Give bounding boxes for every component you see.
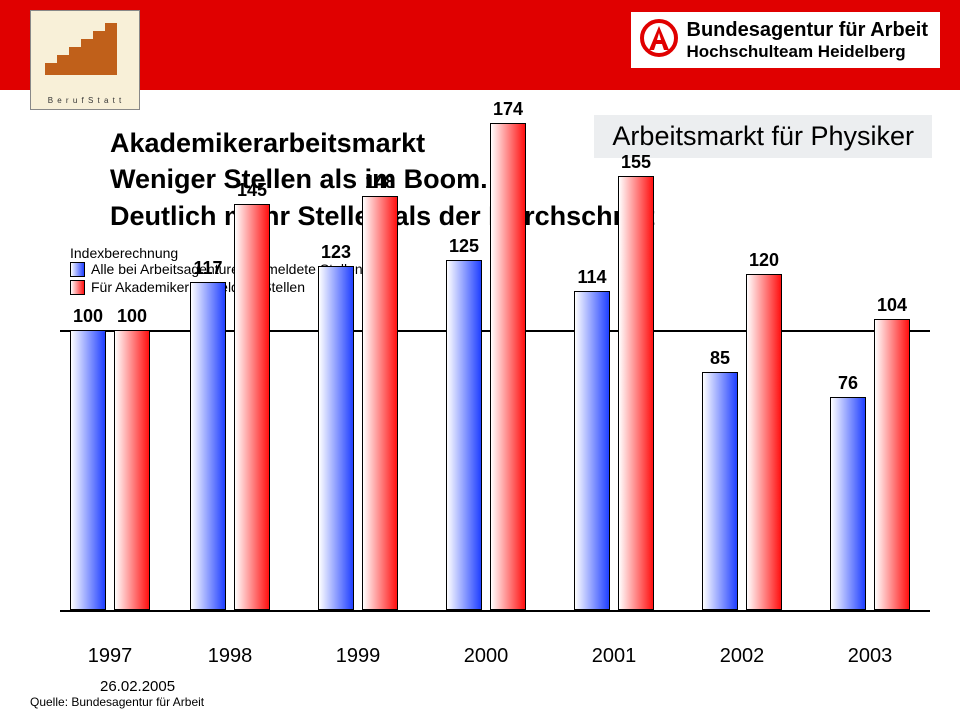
agency-subtitle: Hochschulteam Heidelberg	[687, 42, 929, 62]
agency-name: Bundesagentur für Arbeit	[687, 18, 929, 42]
corner-logo: B e r u f S t a t t	[30, 10, 140, 110]
logo-caption: B e r u f S t a t t	[31, 96, 139, 105]
bar-red-1999	[362, 196, 398, 610]
bar-blue-2002	[702, 372, 738, 610]
x-label-2003: 2003	[820, 645, 920, 668]
x-label-1998: 1998	[180, 645, 280, 668]
bar-red-2003	[874, 319, 910, 610]
bar-blue-2001	[574, 291, 610, 610]
stairs-graphic	[39, 19, 131, 79]
bar-blue-1997	[70, 330, 106, 610]
x-label-2000: 2000	[436, 645, 536, 668]
bar-label-red-2000: 174	[483, 99, 533, 120]
bar-label-blue-1999: 123	[311, 242, 361, 263]
x-label-1997: 1997	[60, 645, 160, 668]
bar-label-red-1999: 148	[355, 172, 405, 193]
bar-red-2001	[618, 176, 654, 610]
title-line-1: Akademikerarbeitsmarkt	[110, 125, 655, 161]
bar-label-blue-2002: 85	[695, 348, 745, 369]
bar-label-red-1998: 145	[227, 180, 277, 201]
bar-label-red-1997: 100	[107, 306, 157, 327]
footer-source: Quelle: Bundesagentur für Arbeit	[30, 695, 204, 709]
agency-block: Bundesagentur für Arbeit Hochschulteam H…	[631, 12, 941, 68]
x-label-2001: 2001	[564, 645, 664, 668]
bar-chart: 1001001997117145199812314819991251742000…	[60, 240, 930, 640]
bar-label-blue-1997: 100	[63, 306, 113, 327]
bar-label-blue-1998: 117	[183, 258, 233, 279]
bar-red-2002	[746, 274, 782, 610]
bar-label-blue-2001: 114	[567, 267, 617, 288]
ground-line	[60, 610, 930, 612]
agency-logo-icon	[639, 18, 679, 58]
bar-blue-2003	[830, 397, 866, 610]
bar-red-2000	[490, 123, 526, 610]
bar-label-red-2002: 120	[739, 250, 789, 271]
x-label-2002: 2002	[692, 645, 792, 668]
bar-label-blue-2000: 125	[439, 236, 489, 257]
bar-blue-2000	[446, 260, 482, 610]
bar-blue-1999	[318, 266, 354, 610]
bar-label-red-2001: 155	[611, 152, 661, 173]
bar-label-blue-2003: 76	[823, 373, 873, 394]
x-label-1999: 1999	[308, 645, 408, 668]
bar-blue-1998	[190, 282, 226, 610]
bar-red-1998	[234, 204, 270, 610]
bar-label-red-2003: 104	[867, 295, 917, 316]
footer-date: 26.02.2005	[100, 678, 175, 695]
bar-red-1997	[114, 330, 150, 610]
